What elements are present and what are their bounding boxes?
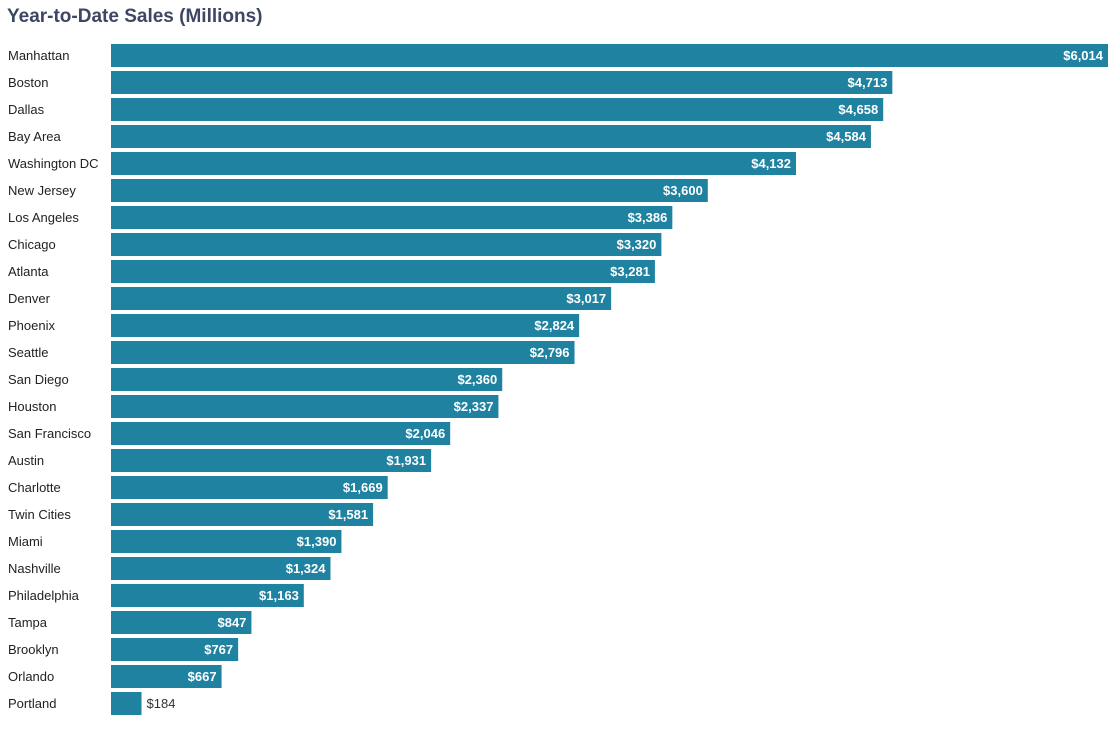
value-label: $3,017 (566, 291, 606, 306)
category-label: Boston (8, 75, 48, 90)
value-label: $2,360 (457, 372, 497, 387)
value-label: $4,132 (751, 156, 791, 171)
value-label: $2,337 (454, 399, 494, 414)
bar[interactable] (111, 638, 239, 661)
category-label: Manhattan (8, 48, 69, 63)
category-label: Washington DC (8, 156, 99, 171)
bar[interactable] (111, 611, 252, 634)
bar[interactable] (111, 44, 1108, 67)
bar[interactable] (111, 71, 893, 94)
category-label: Chicago (8, 237, 56, 252)
category-label: Tampa (8, 615, 48, 630)
bar[interactable] (111, 395, 499, 418)
category-label: Seattle (8, 345, 48, 360)
category-label: Philadelphia (8, 588, 80, 603)
value-label: $1,669 (343, 480, 383, 495)
category-label: Austin (8, 453, 44, 468)
value-label: $3,386 (628, 210, 668, 225)
bar[interactable] (111, 260, 655, 283)
value-label: $1,163 (259, 588, 299, 603)
category-label: Twin Cities (8, 507, 71, 522)
value-label: $2,824 (534, 318, 575, 333)
category-label: Dallas (8, 102, 45, 117)
value-label: $1,581 (328, 507, 368, 522)
bar[interactable] (111, 314, 580, 337)
value-label: $1,324 (286, 561, 327, 576)
value-label: $3,600 (663, 183, 703, 198)
category-label: Portland (8, 696, 56, 711)
category-label: Los Angeles (8, 210, 79, 225)
bar[interactable] (111, 233, 662, 256)
bar[interactable] (111, 449, 432, 472)
category-label: San Francisco (8, 426, 91, 441)
value-label: $1,390 (297, 534, 337, 549)
category-label: Orlando (8, 669, 54, 684)
value-label: $1,931 (386, 453, 426, 468)
category-label: Miami (8, 534, 43, 549)
value-label: $3,281 (610, 264, 650, 279)
bar[interactable] (111, 152, 797, 175)
bar[interactable] (111, 125, 871, 148)
bar[interactable] (111, 665, 222, 688)
value-label: $767 (204, 642, 233, 657)
bar[interactable] (111, 503, 374, 526)
value-label: $667 (188, 669, 217, 684)
value-label: $6,014 (1063, 48, 1104, 63)
category-label: Nashville (8, 561, 61, 576)
value-label: $4,658 (838, 102, 878, 117)
bar[interactable] (111, 422, 451, 445)
bar[interactable] (111, 179, 708, 202)
chart-title: Year-to-Date Sales (Millions) (7, 6, 263, 27)
value-label: $2,796 (530, 345, 570, 360)
value-label: $2,046 (405, 426, 445, 441)
category-label: Denver (8, 291, 51, 306)
category-label: Atlanta (8, 264, 49, 279)
category-label: Brooklyn (8, 642, 59, 657)
value-label: $4,584 (826, 129, 867, 144)
bar[interactable] (111, 692, 142, 715)
bar[interactable] (111, 287, 612, 310)
value-label: $847 (217, 615, 246, 630)
category-label: Houston (8, 399, 56, 414)
bar[interactable] (111, 530, 342, 553)
value-label: $4,713 (848, 75, 888, 90)
category-label: New Jersey (8, 183, 76, 198)
bar[interactable] (111, 206, 673, 229)
category-label: Phoenix (8, 318, 55, 333)
value-label: $3,320 (617, 237, 657, 252)
bar[interactable] (111, 368, 503, 391)
category-label: Bay Area (8, 129, 62, 144)
category-label: Charlotte (8, 480, 61, 495)
bar[interactable] (111, 98, 884, 121)
value-label: $184 (147, 696, 176, 711)
category-label: San Diego (8, 372, 69, 387)
bar[interactable] (111, 341, 575, 364)
bar[interactable] (111, 584, 304, 607)
bar[interactable] (111, 476, 388, 499)
bar[interactable] (111, 557, 331, 580)
